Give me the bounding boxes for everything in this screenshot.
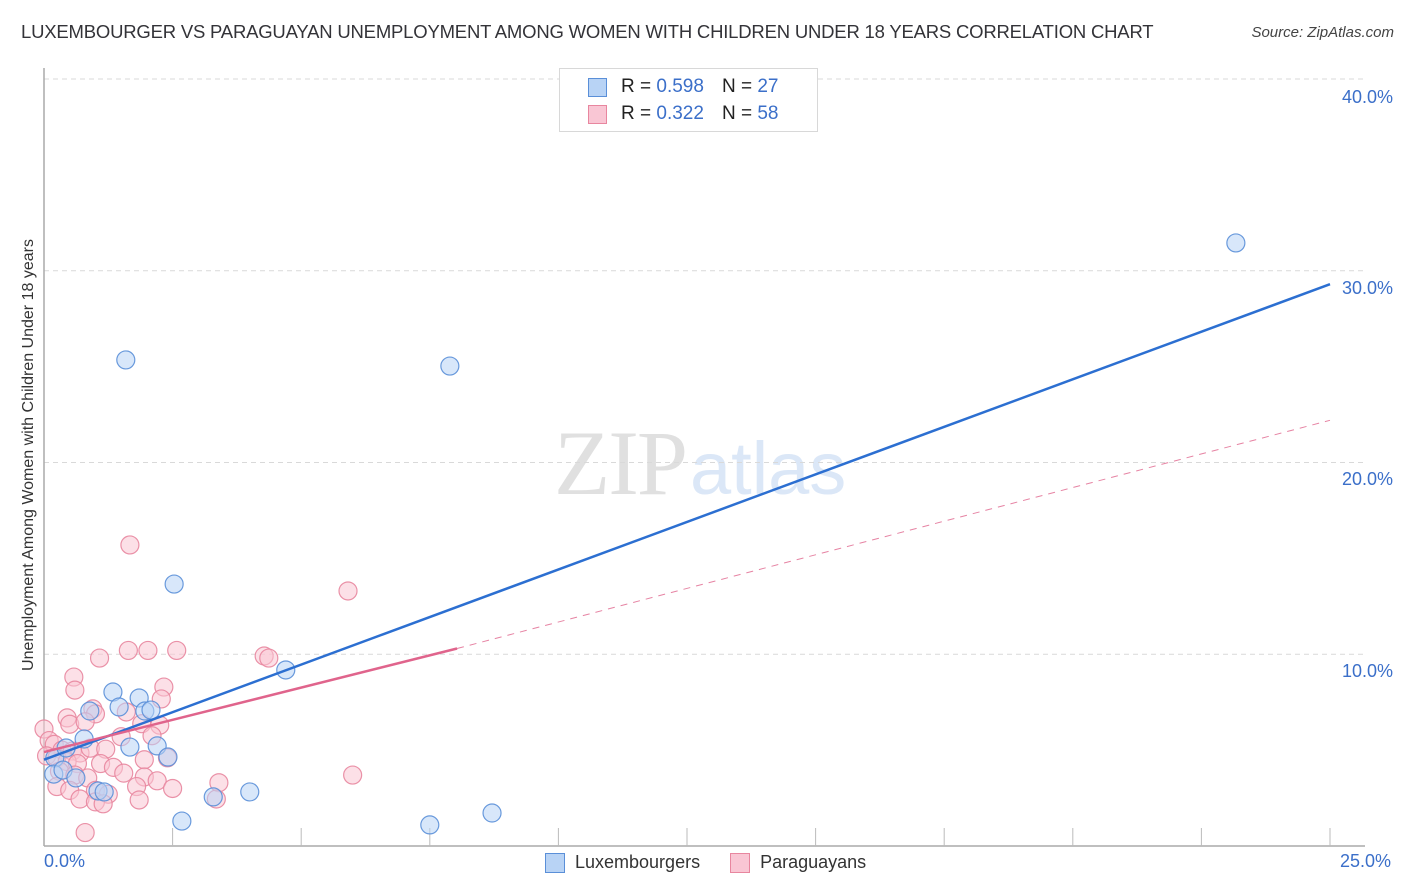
data-point — [147, 771, 167, 791]
pink-swatch-icon — [588, 104, 607, 124]
data-point — [109, 697, 129, 717]
paraguayans-trendline-extension — [456, 419, 1331, 649]
data-point — [120, 737, 140, 757]
y-axis-label: Unemployment Among Women with Children U… — [20, 239, 37, 671]
data-point — [80, 701, 100, 721]
y-tick-20: 20.0% — [1341, 469, 1393, 489]
paraguayans-trendline — [43, 647, 458, 754]
data-point — [167, 640, 187, 661]
data-point — [94, 782, 114, 802]
data-point — [89, 648, 110, 668]
luxembourgers-trendline — [43, 283, 1331, 761]
y-tick-10: 10.0% — [1341, 661, 1393, 681]
r-value: 0.322 — [656, 103, 704, 124]
n-label: N = — [721, 103, 753, 124]
correlation-legend: R = 0.598 N = 27 R = 0.322 N = 58 — [559, 68, 818, 132]
chart-title: LUXEMBOURGER VS PARAGUAYAN UNEMPLOYMENT … — [21, 21, 1154, 42]
blue-swatch-icon — [588, 77, 607, 97]
data-point — [138, 640, 158, 661]
r-label: R = — [621, 103, 652, 124]
source-label: Source: ZipAtlas.com — [1251, 24, 1394, 41]
data-point — [158, 747, 178, 767]
data-point — [66, 768, 86, 788]
data-point — [163, 778, 183, 799]
blue-swatch-icon — [545, 852, 565, 873]
n-value: 27 — [757, 76, 779, 97]
legend-label: Paraguayans — [760, 852, 867, 872]
x-tick-min: 0.0% — [44, 851, 86, 871]
data-point — [482, 803, 502, 823]
legend-item-luxembourgers[interactable]: Luxembourgers — [545, 852, 700, 873]
data-point — [343, 765, 363, 785]
data-point — [116, 350, 136, 370]
pink-swatch-icon — [730, 852, 751, 873]
data-point — [134, 750, 154, 770]
legend-item-paraguayans[interactable]: Paraguayans — [730, 852, 866, 873]
data-point — [1226, 233, 1246, 253]
legend-row-luxembourgers: R = 0.598 N = 27 — [588, 75, 778, 99]
data-point — [172, 811, 192, 831]
data-point — [114, 763, 134, 783]
data-point — [338, 581, 358, 601]
x-tick-max: 25.0% — [1340, 851, 1392, 871]
data-point — [65, 680, 85, 700]
r-label: R = — [621, 76, 652, 97]
data-point — [259, 648, 279, 668]
y-tick-30: 30.0% — [1341, 278, 1393, 298]
data-point — [440, 356, 460, 376]
legend-row-paraguayans: R = 0.322 N = 58 — [588, 102, 778, 126]
series-legend: Luxembourgers Paraguayans — [545, 852, 896, 873]
legend-label: Luxembourgers — [575, 852, 701, 872]
n-label: N = — [721, 76, 753, 97]
data-point — [75, 822, 95, 843]
r-value: 0.598 — [656, 76, 704, 97]
data-point — [203, 787, 223, 807]
data-point — [129, 790, 149, 810]
data-point — [141, 700, 161, 720]
data-point — [120, 535, 140, 555]
n-value: 58 — [757, 103, 779, 124]
data-point — [240, 782, 260, 802]
data-point — [118, 640, 138, 661]
data-point — [420, 815, 440, 835]
data-point — [164, 574, 184, 594]
y-tick-40: 40.0% — [1341, 87, 1393, 107]
